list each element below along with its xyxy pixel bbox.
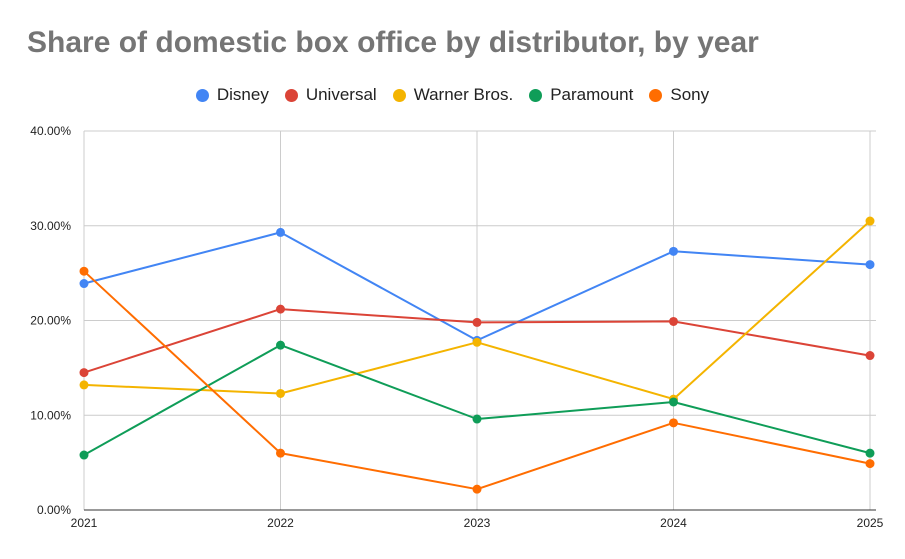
data-point-paramount[interactable]: [276, 340, 285, 350]
data-point-disney[interactable]: [865, 260, 875, 270]
legend: Disney Universal Warner Bros. Paramount …: [0, 84, 905, 106]
legend-swatch-universal: [284, 88, 298, 102]
legend-item-universal[interactable]: Universal: [284, 85, 377, 105]
data-point-sony[interactable]: [669, 418, 678, 428]
data-point-disney[interactable]: [276, 227, 285, 237]
data-point-sony[interactable]: [472, 484, 482, 494]
legend-item-warner-bros[interactable]: Warner Bros.: [392, 85, 514, 105]
y-tick-label: 20.00%: [30, 314, 71, 328]
x-tick-label: 2021: [71, 516, 98, 530]
data-point-universal[interactable]: [865, 351, 875, 361]
x-tick-label: 2025: [857, 516, 884, 530]
data-point-warner-bros[interactable]: [276, 388, 285, 398]
axis-layer: 0.00% 10.00% 20.00% 30.00% 40.00% 2021 2022 202…: [30, 124, 883, 530]
data-point-paramount[interactable]: [79, 450, 89, 460]
legend-label-universal: Universal: [305, 85, 377, 104]
y-tick-label: 10.00%: [30, 408, 71, 422]
series-universal: [79, 304, 875, 378]
data-point-universal[interactable]: [276, 304, 285, 314]
data-point-universal[interactable]: [472, 317, 482, 327]
data-point-universal[interactable]: [79, 368, 89, 378]
legend-item-sony[interactable]: Sony: [649, 85, 709, 105]
x-tick-label: 2023: [464, 516, 491, 530]
y-tick-label: 30.00%: [30, 219, 71, 233]
data-point-paramount[interactable]: [472, 414, 482, 424]
legend-label-disney: Disney: [216, 85, 269, 104]
data-point-sony[interactable]: [79, 266, 89, 276]
legend-swatch-warner-bros: [392, 88, 406, 102]
data-point-universal[interactable]: [669, 316, 678, 326]
data-point-warner-bros[interactable]: [472, 337, 482, 347]
series-sony: [79, 266, 875, 494]
data-point-paramount[interactable]: [669, 397, 678, 407]
y-tick-label: 40.00%: [30, 124, 71, 138]
data-point-paramount[interactable]: [865, 448, 875, 458]
legend-swatch-sony: [649, 88, 663, 102]
data-point-warner-bros[interactable]: [865, 216, 875, 226]
series-paramount: [79, 340, 875, 460]
data-point-sony[interactable]: [865, 459, 875, 469]
y-tick-label: 0.00%: [37, 503, 71, 517]
legend-swatch-disney: [195, 88, 209, 102]
data-point-disney[interactable]: [669, 246, 678, 256]
chart-title: Share of domestic box office by distribu…: [27, 26, 759, 59]
legend-label-paramount: Paramount: [550, 85, 634, 104]
legend-swatch-paramount: [529, 88, 543, 102]
x-tick-label: 2022: [267, 516, 294, 530]
legend-item-paramount[interactable]: Paramount: [529, 85, 633, 105]
x-tick-label: 2024: [660, 516, 687, 530]
data-point-disney[interactable]: [79, 279, 89, 289]
series-layer: [79, 216, 875, 494]
legend-label-warner-bros: Warner Bros.: [413, 85, 514, 104]
data-point-sony[interactable]: [276, 448, 285, 458]
legend-label-sony: Sony: [670, 85, 710, 104]
legend-item-disney[interactable]: Disney: [195, 85, 269, 105]
data-point-warner-bros[interactable]: [79, 380, 89, 390]
